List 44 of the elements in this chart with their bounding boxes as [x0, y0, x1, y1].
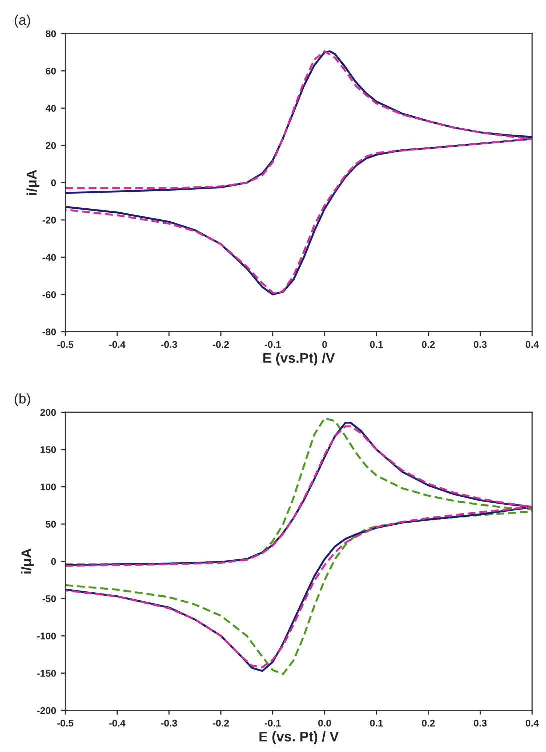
- y-tick-label: -80: [42, 328, 56, 336]
- x-axis-title: E (vs.Pt) /V: [264, 352, 336, 366]
- y-axis-title: i/μA: [21, 548, 34, 574]
- x-tick-label: -0.5: [58, 720, 74, 727]
- x-tick-label: 0.4: [526, 341, 540, 348]
- y-tick-label: 200: [40, 409, 56, 416]
- y-tick-label: 0: [51, 180, 56, 187]
- x-tick-label: 0.1: [370, 720, 384, 727]
- x-tick-label: 0.3: [474, 720, 487, 727]
- x-tick-label: -0.4: [109, 341, 126, 348]
- x-tick-label: -0.3: [161, 341, 178, 348]
- x-tick-label: -0.1: [265, 341, 282, 348]
- x-tick-label: -0.3: [161, 720, 178, 727]
- x-tick-label: 0.0: [318, 720, 332, 727]
- x-tick-label: 0.4: [526, 720, 540, 727]
- x-tick-label: -0.2: [213, 341, 230, 348]
- chart-title: (b): [15, 394, 30, 407]
- y-tick-label: 20: [46, 142, 56, 150]
- y-tick-label: -60: [42, 291, 56, 298]
- x-tick-label: -0.2: [213, 720, 230, 727]
- y-tick-label: -100: [37, 632, 56, 640]
- x-tick-label: 0: [322, 341, 328, 348]
- y-axis-title: i/μA: [26, 170, 40, 196]
- y-tick-label: -40: [42, 254, 56, 262]
- x-tick-label: 0.2: [422, 720, 435, 727]
- y-tick-label: 80: [46, 30, 56, 38]
- y-tick-label: -200: [37, 707, 56, 714]
- x-tick-label: -0.5: [58, 341, 74, 348]
- chart-title: (a): [15, 14, 30, 28]
- x-axis-title: E (vs. Pt) / V: [260, 732, 339, 744]
- x-tick-label: 0.1: [370, 341, 384, 348]
- y-tick-label: 100: [40, 484, 56, 491]
- y-tick-label: 60: [46, 68, 56, 75]
- x-tick-label: 0.2: [422, 341, 435, 348]
- y-tick-label: 50: [46, 521, 56, 528]
- y-tick-label: 40: [46, 105, 56, 112]
- y-tick-label: 150: [40, 446, 56, 454]
- y-tick-label: -150: [37, 670, 56, 677]
- y-tick-label: -50: [42, 596, 56, 602]
- x-tick-label: -0.4: [109, 720, 126, 727]
- x-tick-label: -0.1: [265, 720, 282, 727]
- y-tick-label: 0: [51, 558, 56, 566]
- x-tick-label: 0.3: [474, 341, 487, 348]
- y-tick-label: -20: [42, 216, 56, 224]
